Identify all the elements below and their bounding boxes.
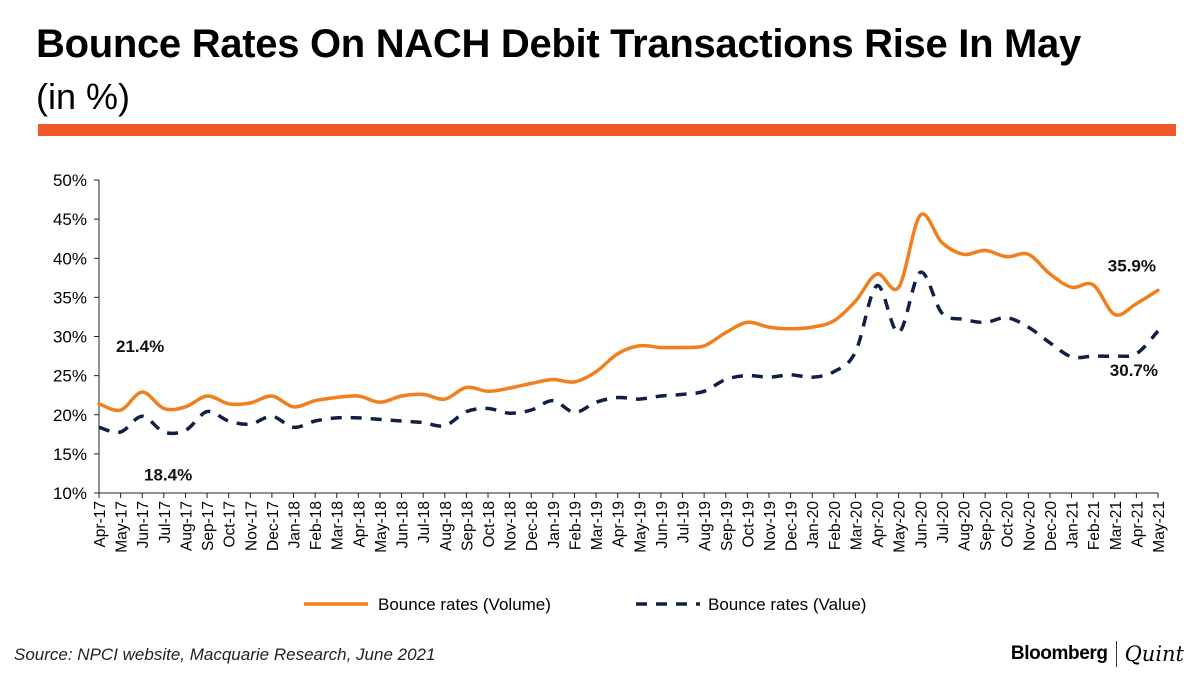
y-tick-label: 40% [53,249,87,268]
y-tick-label: 45% [53,210,87,229]
page-subtitle: (in %) [36,76,131,117]
x-tick-label: Aug-20 [956,501,973,551]
x-tick-label: May-20 [892,501,909,553]
source-note: Source: NPCI website, Macquarie Research… [14,645,436,664]
y-tick-label: 50% [53,171,87,190]
x-tick-label: Jul-17 [157,501,174,543]
x-tick-label: Mar-19 [589,501,606,550]
x-tick-label: Jan-21 [1065,501,1082,548]
page-title: Bounce Rates On NACH Debit Transactions … [36,22,1081,66]
x-tick-label: Oct-20 [1000,501,1017,548]
y-tick-label: 10% [53,484,87,503]
x-tick-label: Dec-17 [265,501,282,551]
series-line-value [98,270,1160,436]
series-line-volume [97,212,1160,413]
x-tick-label: Jun-17 [135,501,152,548]
y-tick-label: 15% [53,445,87,464]
x-tick-label: Sep-19 [719,501,736,551]
x-tick-label: Apr-20 [870,501,887,548]
x-tick-label: Feb-21 [1086,501,1103,550]
y-tick-label: 35% [53,288,87,307]
x-tick-label: Jul-20 [935,501,952,544]
x-tick-label: Oct-18 [481,501,498,548]
x-tick-label: Dec-20 [1043,501,1060,551]
x-tick-label: May-17 [114,501,131,553]
brand-divider [1115,641,1117,667]
y-tick-label: 30% [53,328,87,347]
x-tick-label: Oct-17 [222,501,239,548]
x-tick-label: Aug-17 [178,501,195,551]
x-tick-label: Apr-19 [611,501,628,548]
x-tick-label: Aug-19 [697,501,714,551]
x-tick-label: Mar-18 [330,501,347,550]
x-tick-label: Jan-18 [287,501,304,548]
y-tick-label: 25% [53,367,87,386]
data-label: 30.7% [1110,361,1158,380]
legend-label-value: Bounce rates (Value) [708,595,866,614]
x-tick-label: May-18 [373,501,390,553]
x-tick-label: Jul-19 [676,501,693,543]
x-tick-label: Jun-18 [395,501,412,548]
x-tick-label: Nov-18 [503,501,520,551]
legend-label-volume: Bounce rates (Volume) [378,595,551,614]
x-tick-label: Dec-18 [524,501,541,551]
x-tick-label: Apr-17 [92,501,109,548]
x-tick-label: Nov-17 [243,501,260,551]
x-tick-label: Sep-18 [459,501,476,551]
x-tick-label: Nov-19 [762,501,779,551]
x-tick-label: Apr-18 [351,501,368,548]
x-tick-label: Feb-20 [827,501,844,550]
x-tick-label: Jun-19 [654,501,671,548]
x-tick-label: Sep-20 [978,501,995,551]
x-tick-label: Jan-19 [546,501,563,548]
x-tick-label: Jun-20 [913,501,930,549]
x-tick-label: Feb-18 [308,501,325,550]
x-tick-label: Jul-18 [416,501,433,543]
x-tick-label: May-19 [632,501,649,553]
x-tick-label: Jan-20 [805,501,822,549]
x-tick-label: May-21 [1151,501,1168,553]
data-label: 35.9% [1108,256,1156,275]
x-tick-label: Feb-19 [567,501,584,550]
brand-logo: Bloomberg Quint [1011,641,1184,667]
x-tick-label: Aug-18 [438,501,455,551]
x-tick-label: Dec-19 [784,501,801,551]
x-tick-label: Nov-20 [1021,501,1038,551]
brand-quint: Quint [1124,642,1184,666]
x-tick-label: Mar-21 [1108,501,1125,550]
accent-rule [38,124,1176,136]
x-tick-label: Mar-20 [848,501,865,550]
brand-bloomberg: Bloomberg [1010,643,1108,664]
x-tick-label: Sep-17 [200,501,217,551]
x-tick-label: Oct-19 [740,501,757,548]
data-label: 18.4% [144,465,192,484]
x-tick-label: Apr-21 [1129,501,1146,548]
data-label: 21.4% [116,337,164,356]
y-tick-label: 20% [53,406,87,425]
